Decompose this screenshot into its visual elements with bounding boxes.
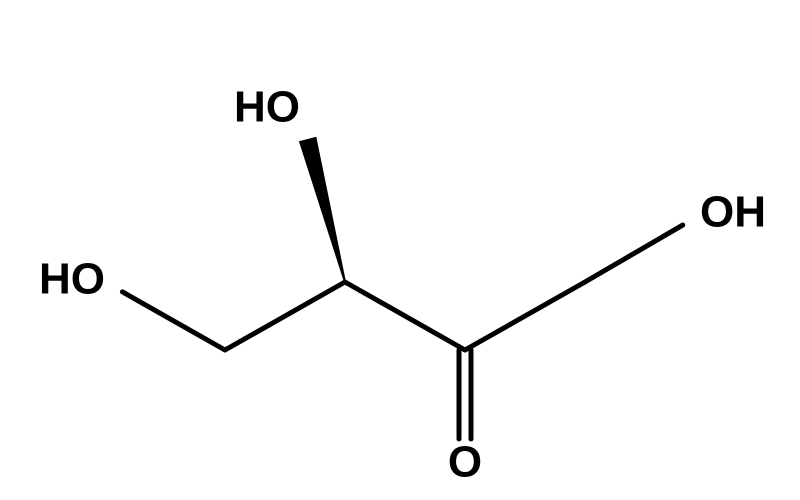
- atom-label-O_bottom: O: [448, 438, 482, 487]
- canvas-background: [0, 0, 800, 500]
- atom-label-OH_right: OH: [700, 188, 766, 237]
- atom-label-OH_left: HO: [39, 255, 105, 304]
- atom-label-OH_top: HO: [234, 83, 300, 132]
- chemical-structure-figure: HO HO O OH: [0, 0, 800, 500]
- molecule-svg: HO HO O OH: [0, 0, 800, 500]
